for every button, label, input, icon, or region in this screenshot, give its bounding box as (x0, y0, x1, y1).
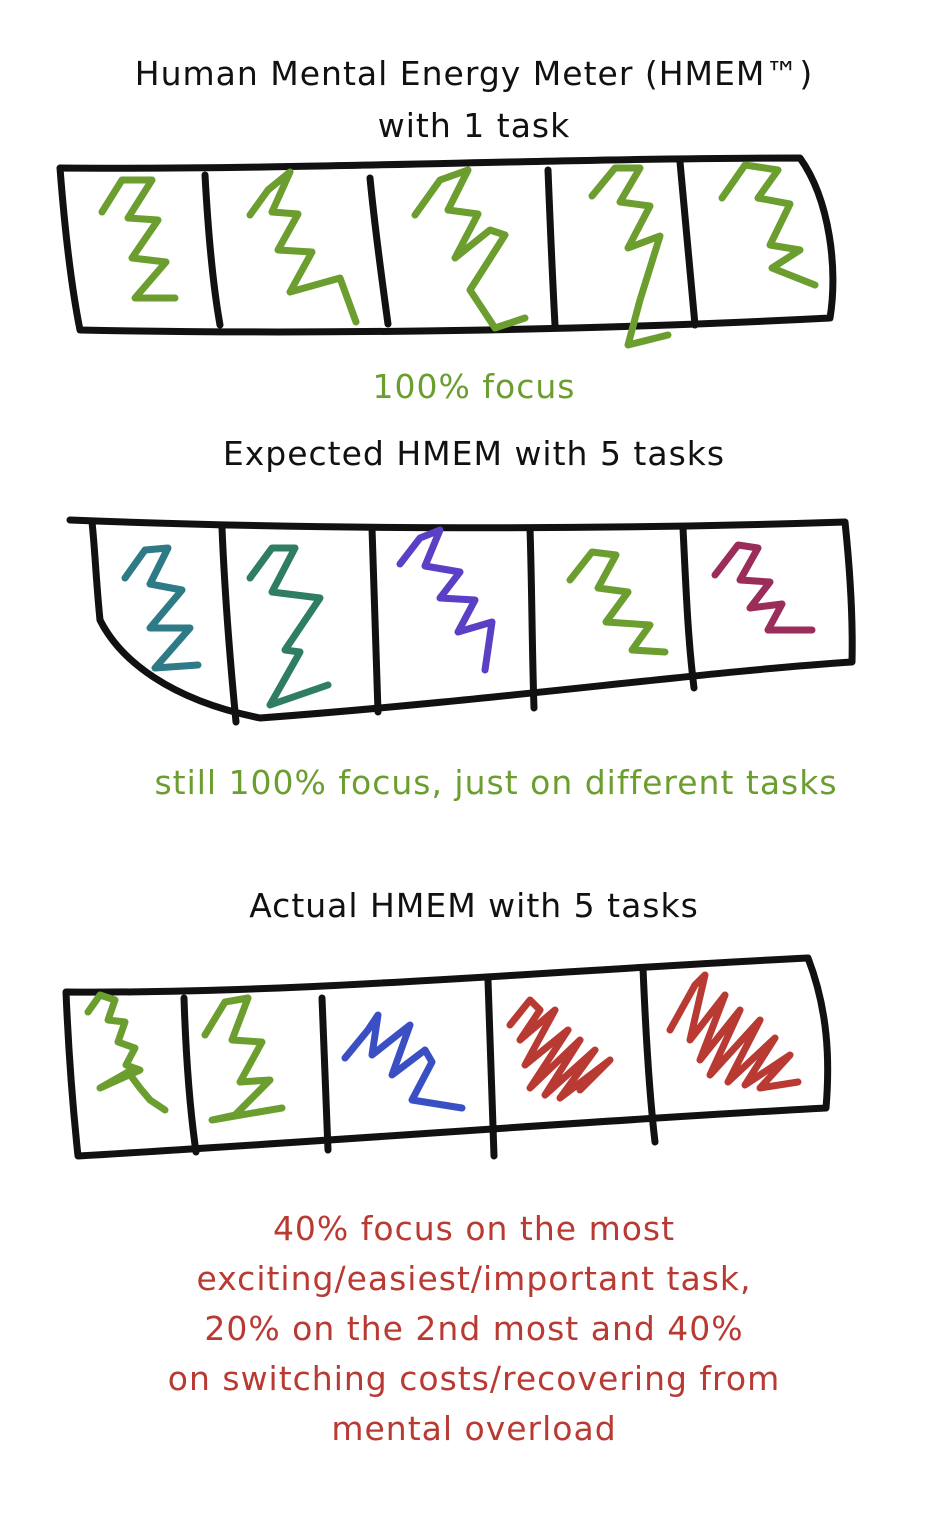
meter1-scribbles (98, 161, 819, 349)
meter1-title-line1: Human Mental Energy Meter (HMEM™) (134, 54, 814, 93)
meter1-divider-4 (676, 158, 699, 329)
meter3-divider-4 (639, 964, 659, 1146)
meter2-divider-4 (679, 524, 698, 692)
meter3-caption-line: exciting/easiest/important task, (196, 1259, 752, 1298)
meter2-outline (66, 516, 856, 726)
meter3-scribble-task3 (341, 1011, 466, 1112)
meter3-title: Actual HMEM with 5 tasks (249, 886, 699, 925)
meter3-divider-2 (318, 994, 332, 1154)
meter3-scribble-task5 (666, 971, 802, 1092)
meter3-caption-line: mental overload (331, 1409, 617, 1448)
meter1-title-line2: with 1 task (377, 106, 571, 145)
meter2-title: Expected HMEM with 5 tasks (222, 434, 726, 473)
meter1-divider-3 (544, 166, 559, 329)
meter1-caption: 100% focus (372, 367, 576, 406)
meter3-scribble-task2 (201, 994, 286, 1124)
meter2-scribble-task2 (246, 544, 332, 709)
meter2-scribble-task3 (396, 526, 496, 674)
meter3-caption: 40% focus on the most exciting/easiest/i… (0, 1204, 948, 1454)
meter2-scribble-task5 (711, 541, 816, 634)
meter2-scribble-task4 (566, 548, 669, 656)
meter3-outline (62, 954, 832, 1160)
meter3-divider-1 (180, 994, 200, 1156)
meter3-caption-line: on switching costs/recovering from (167, 1359, 781, 1398)
meter3-divider-3 (484, 976, 498, 1160)
meter1-divider-2 (366, 174, 392, 328)
meter2-scribble-task1 (121, 544, 202, 672)
meter2-divider-2 (368, 524, 382, 716)
meter1-outline (56, 154, 837, 336)
meter1-divider-1 (201, 171, 224, 329)
meter2-caption: still 100% focus, just on different task… (154, 763, 838, 802)
meter3-scribble-task4 (506, 996, 614, 1102)
meter2-divider-3 (526, 524, 538, 712)
meter2-divider-1 (218, 524, 240, 726)
meter3-caption-line: 40% focus on the most (272, 1209, 676, 1248)
meter3-scribble-task1 (84, 991, 169, 1114)
meter3-caption-line: 20% on the 2nd most and 40% (204, 1309, 744, 1348)
